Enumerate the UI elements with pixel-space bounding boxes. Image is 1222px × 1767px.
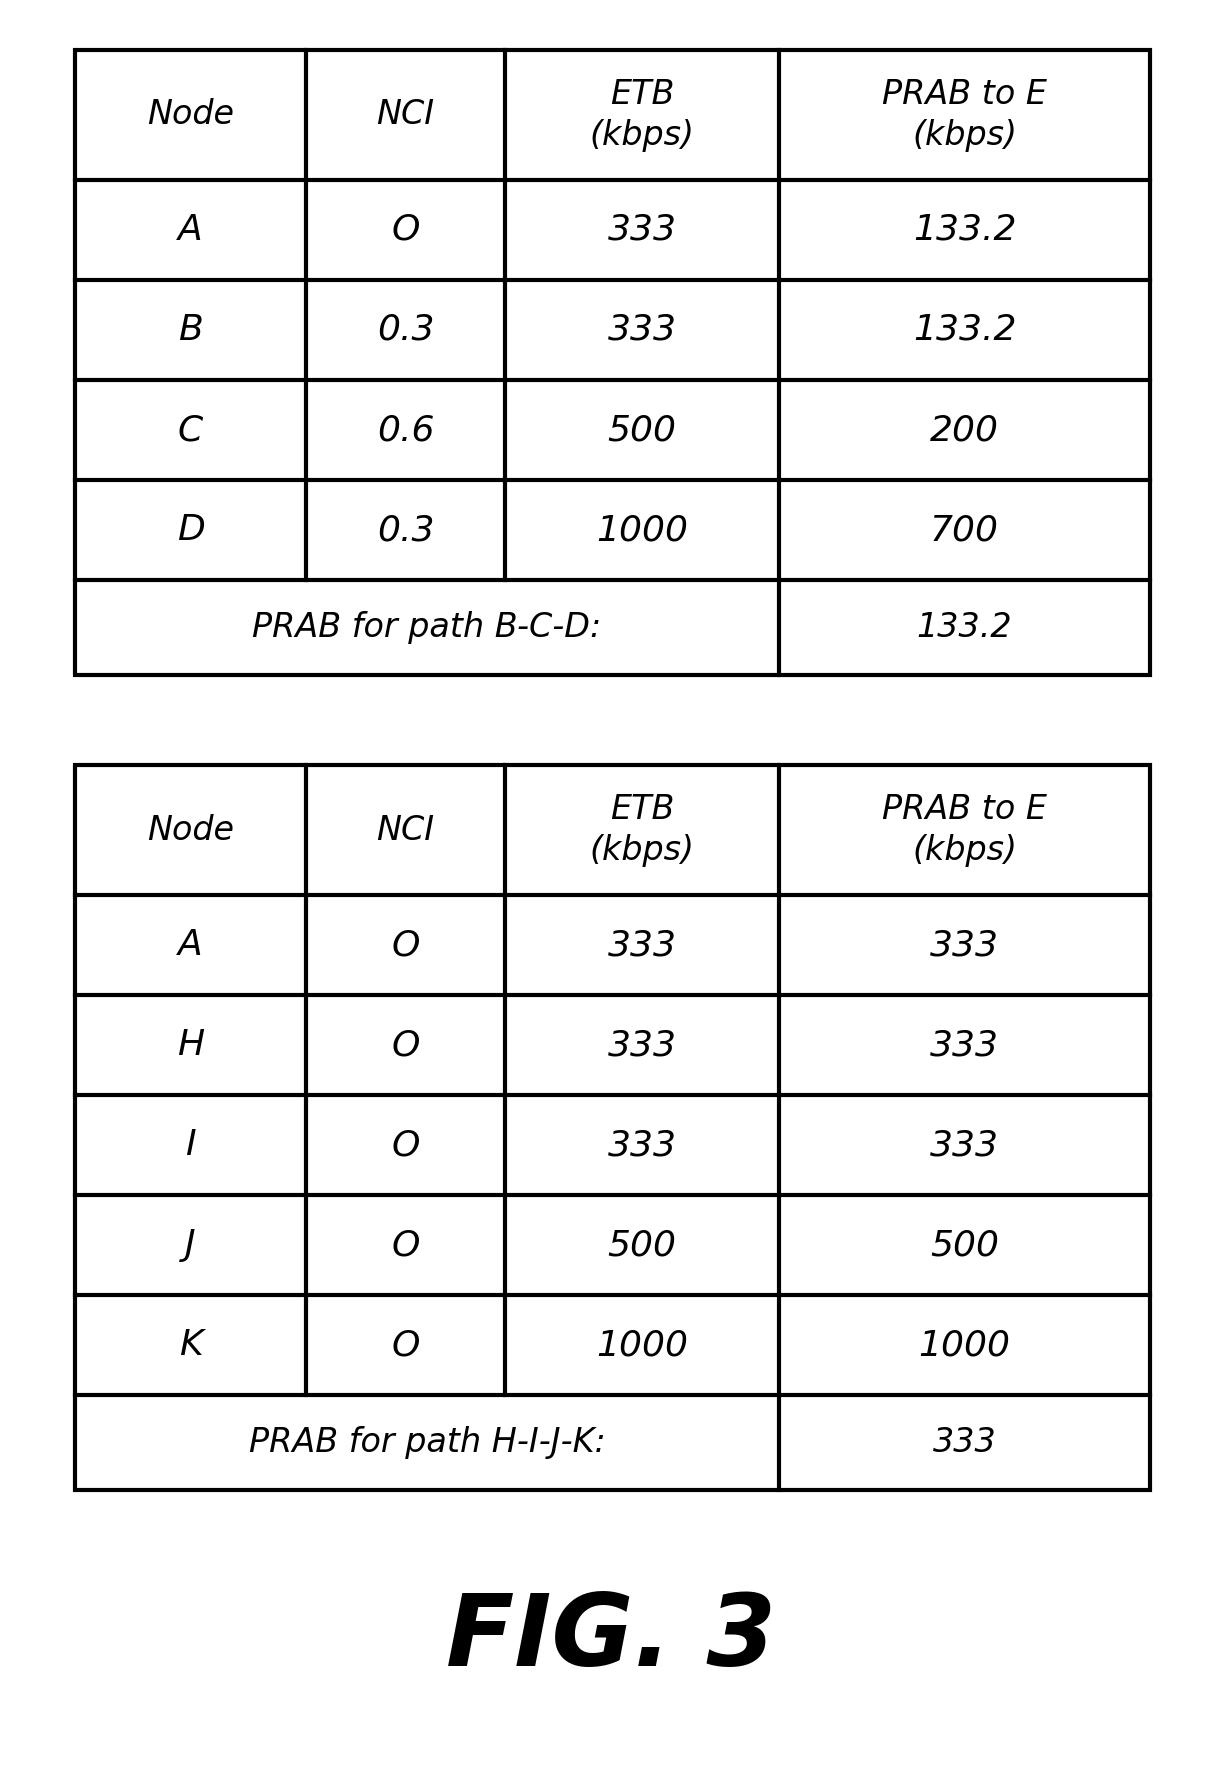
Text: 0.3: 0.3: [376, 313, 434, 346]
Text: H: H: [177, 1028, 204, 1062]
Text: FIG. 3: FIG. 3: [446, 1590, 776, 1687]
Text: PRAB for path H-I-J-K:: PRAB for path H-I-J-K:: [249, 1426, 605, 1460]
Text: K: K: [178, 1329, 203, 1362]
Text: Node: Node: [147, 813, 235, 846]
Text: 333: 333: [607, 313, 677, 346]
Text: 200: 200: [930, 413, 1000, 447]
Text: ETB
(kbps): ETB (kbps): [589, 78, 694, 152]
Text: A: A: [178, 928, 203, 961]
Text: Node: Node: [147, 99, 235, 131]
Bar: [75, 765, 1150, 1490]
Text: PRAB to E
(kbps): PRAB to E (kbps): [882, 793, 1047, 868]
Text: 333: 333: [607, 928, 677, 961]
Text: I: I: [186, 1127, 196, 1163]
Text: 0.6: 0.6: [376, 413, 434, 447]
Text: 333: 333: [607, 1127, 677, 1163]
Text: O: O: [391, 1329, 419, 1362]
Text: O: O: [391, 214, 419, 247]
Text: O: O: [391, 1028, 419, 1062]
Text: 333: 333: [607, 214, 677, 247]
Text: B: B: [178, 313, 203, 346]
Text: D: D: [177, 512, 204, 548]
Text: 500: 500: [607, 413, 677, 447]
Text: 1000: 1000: [596, 1329, 688, 1362]
Text: C: C: [178, 413, 203, 447]
Text: A: A: [178, 214, 203, 247]
Text: 700: 700: [930, 512, 1000, 548]
Text: J: J: [186, 1228, 196, 1262]
Text: PRAB to E
(kbps): PRAB to E (kbps): [882, 78, 1047, 152]
Text: NCI: NCI: [376, 813, 435, 846]
Text: 333: 333: [607, 1028, 677, 1062]
Text: 133.2: 133.2: [913, 214, 1017, 247]
Text: 500: 500: [607, 1228, 677, 1262]
Text: O: O: [391, 928, 419, 961]
Text: 333: 333: [930, 928, 1000, 961]
Text: 1000: 1000: [596, 512, 688, 548]
Text: 500: 500: [930, 1228, 1000, 1262]
Text: NCI: NCI: [376, 99, 435, 131]
Text: 333: 333: [932, 1426, 996, 1460]
Text: O: O: [391, 1127, 419, 1163]
Text: 133.2: 133.2: [913, 313, 1017, 346]
Text: 333: 333: [930, 1127, 1000, 1163]
Text: 0.3: 0.3: [376, 512, 434, 548]
Bar: [75, 49, 1150, 675]
Text: 133.2: 133.2: [916, 611, 1012, 643]
Text: 333: 333: [930, 1028, 1000, 1062]
Text: PRAB for path B-C-D:: PRAB for path B-C-D:: [253, 611, 601, 643]
Text: O: O: [391, 1228, 419, 1262]
Text: ETB
(kbps): ETB (kbps): [589, 793, 694, 868]
Text: 1000: 1000: [919, 1329, 1011, 1362]
